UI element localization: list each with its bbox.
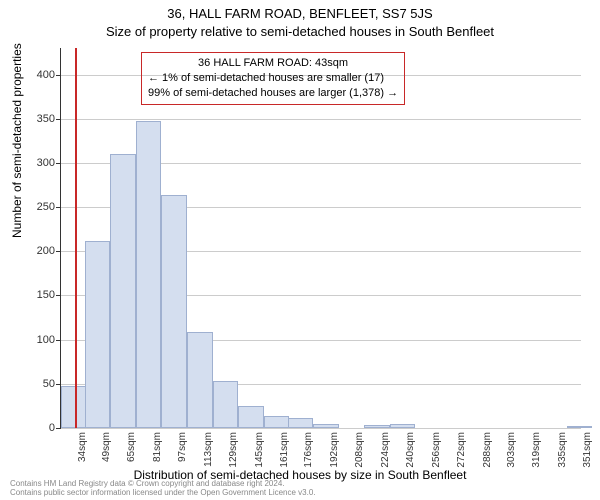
xtick-label: 288sqm xyxy=(482,432,493,468)
ytick-label: 400 xyxy=(19,69,55,81)
property-callout: 36 HALL FARM ROAD: 43sqm← 1% of semi-det… xyxy=(141,52,405,105)
ytick-label: 200 xyxy=(19,245,55,257)
xtick-label: 208sqm xyxy=(354,432,365,468)
ytick-mark xyxy=(56,428,61,429)
histogram-bar xyxy=(213,381,239,428)
histogram-bar xyxy=(264,416,290,428)
ytick-mark xyxy=(56,163,61,164)
address-title: 36, HALL FARM ROAD, BENFLEET, SS7 5JS xyxy=(0,6,600,21)
callout-line3: 99% of semi-detached houses are larger (… xyxy=(148,86,398,101)
ytick-label: 350 xyxy=(19,113,55,125)
histogram-bar xyxy=(390,424,416,428)
histogram-bar xyxy=(110,154,136,428)
ytick-label: 50 xyxy=(19,378,55,390)
ytick-mark xyxy=(56,384,61,385)
ytick-label: 300 xyxy=(19,157,55,169)
xtick-label: 272sqm xyxy=(456,432,467,468)
histogram-bar xyxy=(85,241,111,428)
xtick-label: 256sqm xyxy=(431,432,442,468)
subtitle: Size of property relative to semi-detach… xyxy=(0,24,600,39)
xtick-label: 224sqm xyxy=(380,432,391,468)
histogram-plot: 05010015020025030035040034sqm49sqm65sqm8… xyxy=(60,48,580,428)
ytick-mark xyxy=(56,119,61,120)
xtick-label: 34sqm xyxy=(77,432,88,462)
xtick-label: 303sqm xyxy=(506,432,517,468)
property-marker-line xyxy=(75,48,77,428)
xtick-label: 240sqm xyxy=(405,432,416,468)
xtick-label: 319sqm xyxy=(531,432,542,468)
histogram-bar xyxy=(238,406,264,428)
xtick-label: 145sqm xyxy=(254,432,265,468)
ytick-label: 250 xyxy=(19,201,55,213)
xtick-label: 129sqm xyxy=(228,432,239,468)
ytick-mark xyxy=(56,295,61,296)
ytick-mark xyxy=(56,340,61,341)
ytick-mark xyxy=(56,251,61,252)
xtick-label: 49sqm xyxy=(101,432,112,462)
footer-line1: Contains HM Land Registry data © Crown c… xyxy=(10,479,316,489)
ytick-label: 0 xyxy=(19,422,55,434)
ytick-mark xyxy=(56,207,61,208)
gridline xyxy=(61,119,581,120)
histogram-bar xyxy=(187,332,213,428)
histogram-bar xyxy=(161,195,187,428)
gridline xyxy=(61,428,581,429)
histogram-bar xyxy=(288,418,314,428)
xtick-label: 65sqm xyxy=(126,432,137,462)
callout-line1: 36 HALL FARM ROAD: 43sqm xyxy=(148,56,398,71)
xtick-label: 192sqm xyxy=(329,432,340,468)
xtick-label: 81sqm xyxy=(152,432,163,462)
footer-line2: Contains public sector information licen… xyxy=(10,488,316,498)
xtick-label: 335sqm xyxy=(557,432,568,468)
histogram-bar xyxy=(313,424,339,428)
footer-attribution: Contains HM Land Registry data © Crown c… xyxy=(10,479,316,498)
xtick-label: 351sqm xyxy=(582,432,593,468)
ytick-label: 100 xyxy=(19,334,55,346)
ytick-mark xyxy=(56,75,61,76)
plot-area: 05010015020025030035040034sqm49sqm65sqm8… xyxy=(60,48,581,429)
callout-line2: ← 1% of semi-detached houses are smaller… xyxy=(148,71,398,86)
histogram-bar xyxy=(61,386,87,428)
ytick-label: 150 xyxy=(19,289,55,301)
xtick-label: 161sqm xyxy=(279,432,290,468)
xtick-label: 113sqm xyxy=(203,432,214,467)
histogram-bar xyxy=(364,425,390,428)
histogram-bar xyxy=(567,426,593,428)
xtick-label: 97sqm xyxy=(177,432,188,462)
xtick-label: 176sqm xyxy=(303,432,314,468)
histogram-bar xyxy=(136,121,162,428)
